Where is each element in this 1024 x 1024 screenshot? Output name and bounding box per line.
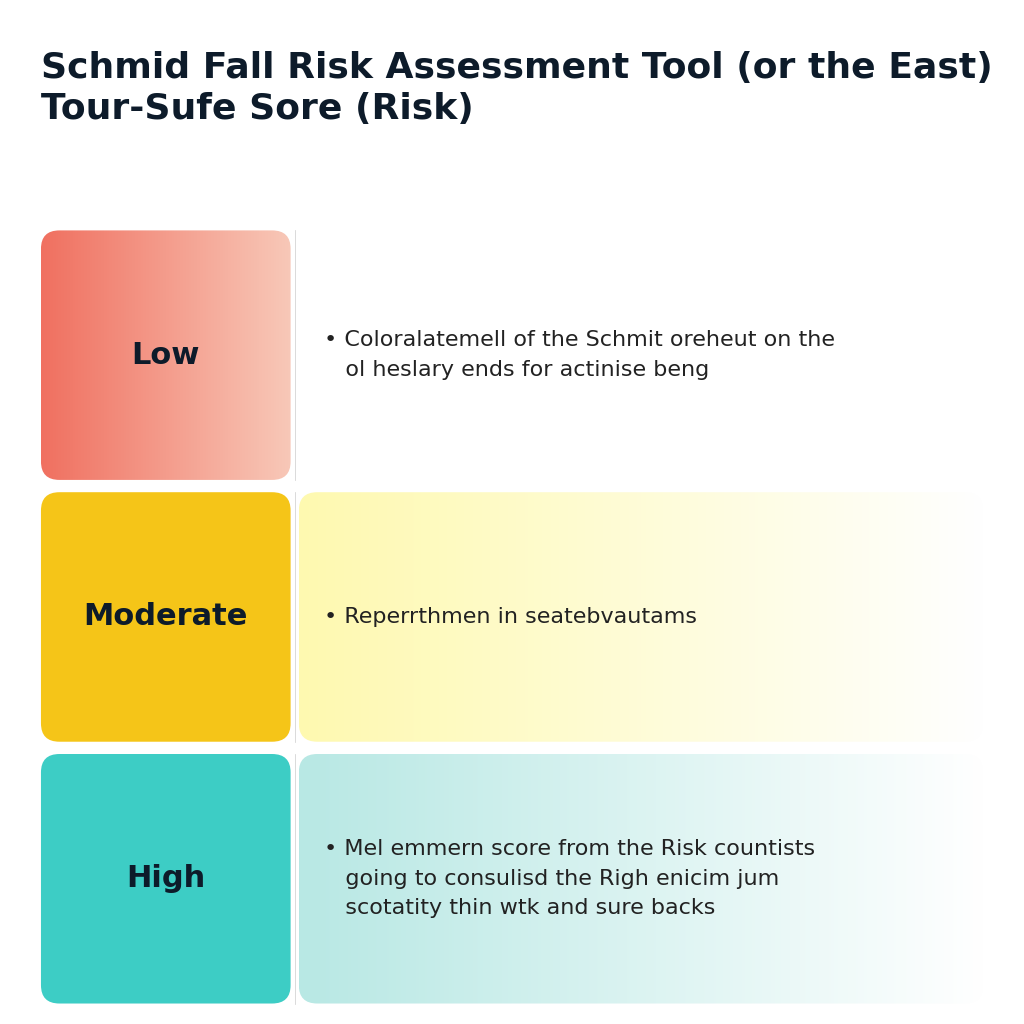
- Text: • Mel emmern score from the Risk countists
   going to consulisd the Righ enicim: • Mel emmern score from the Risk countis…: [325, 839, 815, 919]
- Text: Schmid Fall Risk Assessment Tool (or the East)
Tour-Sufe Sore (Risk): Schmid Fall Risk Assessment Tool (or the…: [41, 51, 992, 126]
- Text: • Coloralatemell of the Schmit oreheut on the
   ol heslary ends for actinise be: • Coloralatemell of the Schmit oreheut o…: [325, 331, 836, 380]
- FancyBboxPatch shape: [41, 493, 291, 741]
- Text: Moderate: Moderate: [84, 602, 248, 632]
- Text: Low: Low: [132, 341, 200, 370]
- Text: High: High: [126, 864, 206, 893]
- FancyBboxPatch shape: [41, 754, 291, 1004]
- Text: • Reperrthmen in seatebvautams: • Reperrthmen in seatebvautams: [325, 607, 697, 627]
